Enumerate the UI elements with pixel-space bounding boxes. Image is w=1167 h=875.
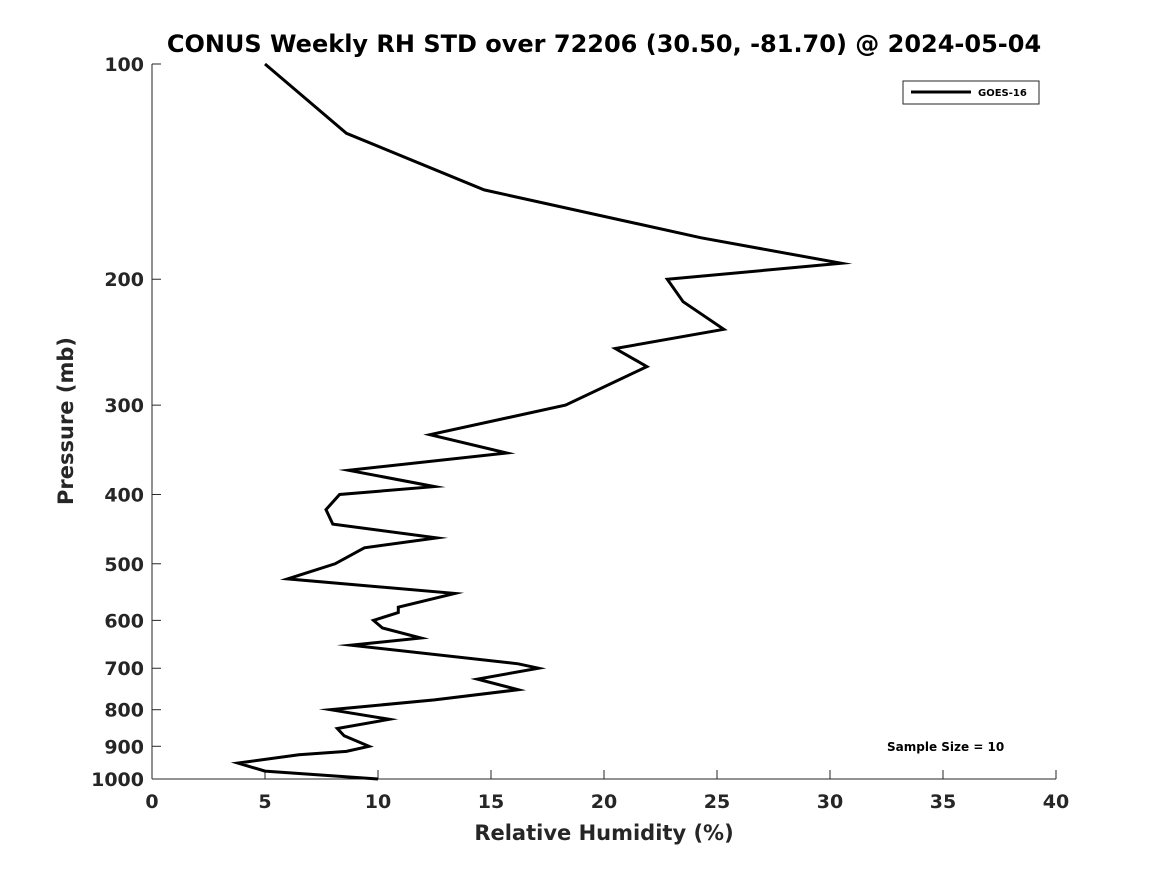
chart-title: CONUS Weekly RH STD over 72206 (30.50, -… bbox=[167, 30, 1041, 58]
y-tick-label: 300 bbox=[104, 395, 144, 417]
y-tick-label: 600 bbox=[104, 610, 144, 632]
y-tick-label: 500 bbox=[104, 554, 144, 576]
x-tick-label: 40 bbox=[1043, 791, 1069, 813]
x-ticks: 0 5 10 15 20 25 30 35 40 bbox=[145, 770, 1069, 813]
x-tick-label: 35 bbox=[930, 791, 956, 813]
x-tick-label: 15 bbox=[478, 791, 504, 813]
x-axis-label: Relative Humidity (%) bbox=[474, 821, 733, 845]
y-axis-label: Pressure (mb) bbox=[54, 337, 78, 505]
y-tick-label: 1000 bbox=[91, 769, 144, 791]
y-tick-label: 400 bbox=[104, 484, 144, 506]
x-tick-label: 20 bbox=[591, 791, 617, 813]
y-tick-label: 200 bbox=[104, 269, 144, 291]
y-tick-label: 800 bbox=[104, 700, 144, 722]
x-tick-label: 10 bbox=[365, 791, 391, 813]
y-tick-label: 100 bbox=[104, 54, 144, 76]
series-line-goes-16 bbox=[230, 62, 853, 781]
x-tick-label: 5 bbox=[258, 791, 271, 813]
legend-label: GOES-16 bbox=[978, 88, 1027, 99]
series-layer bbox=[230, 62, 853, 781]
y-ticks: 100 200 300 400 500 600 700 800 900 1000 bbox=[91, 54, 161, 791]
y-tick-label: 900 bbox=[104, 736, 144, 758]
x-tick-label: 25 bbox=[704, 791, 730, 813]
x-tick-label: 30 bbox=[817, 791, 843, 813]
x-tick-label: 0 bbox=[145, 791, 158, 813]
legend: GOES-16 bbox=[902, 80, 1040, 105]
plot-axes bbox=[151, 64, 1056, 780]
y-tick-label: 700 bbox=[104, 658, 144, 680]
sample-size-annotation: Sample Size = 10 bbox=[887, 740, 1004, 754]
